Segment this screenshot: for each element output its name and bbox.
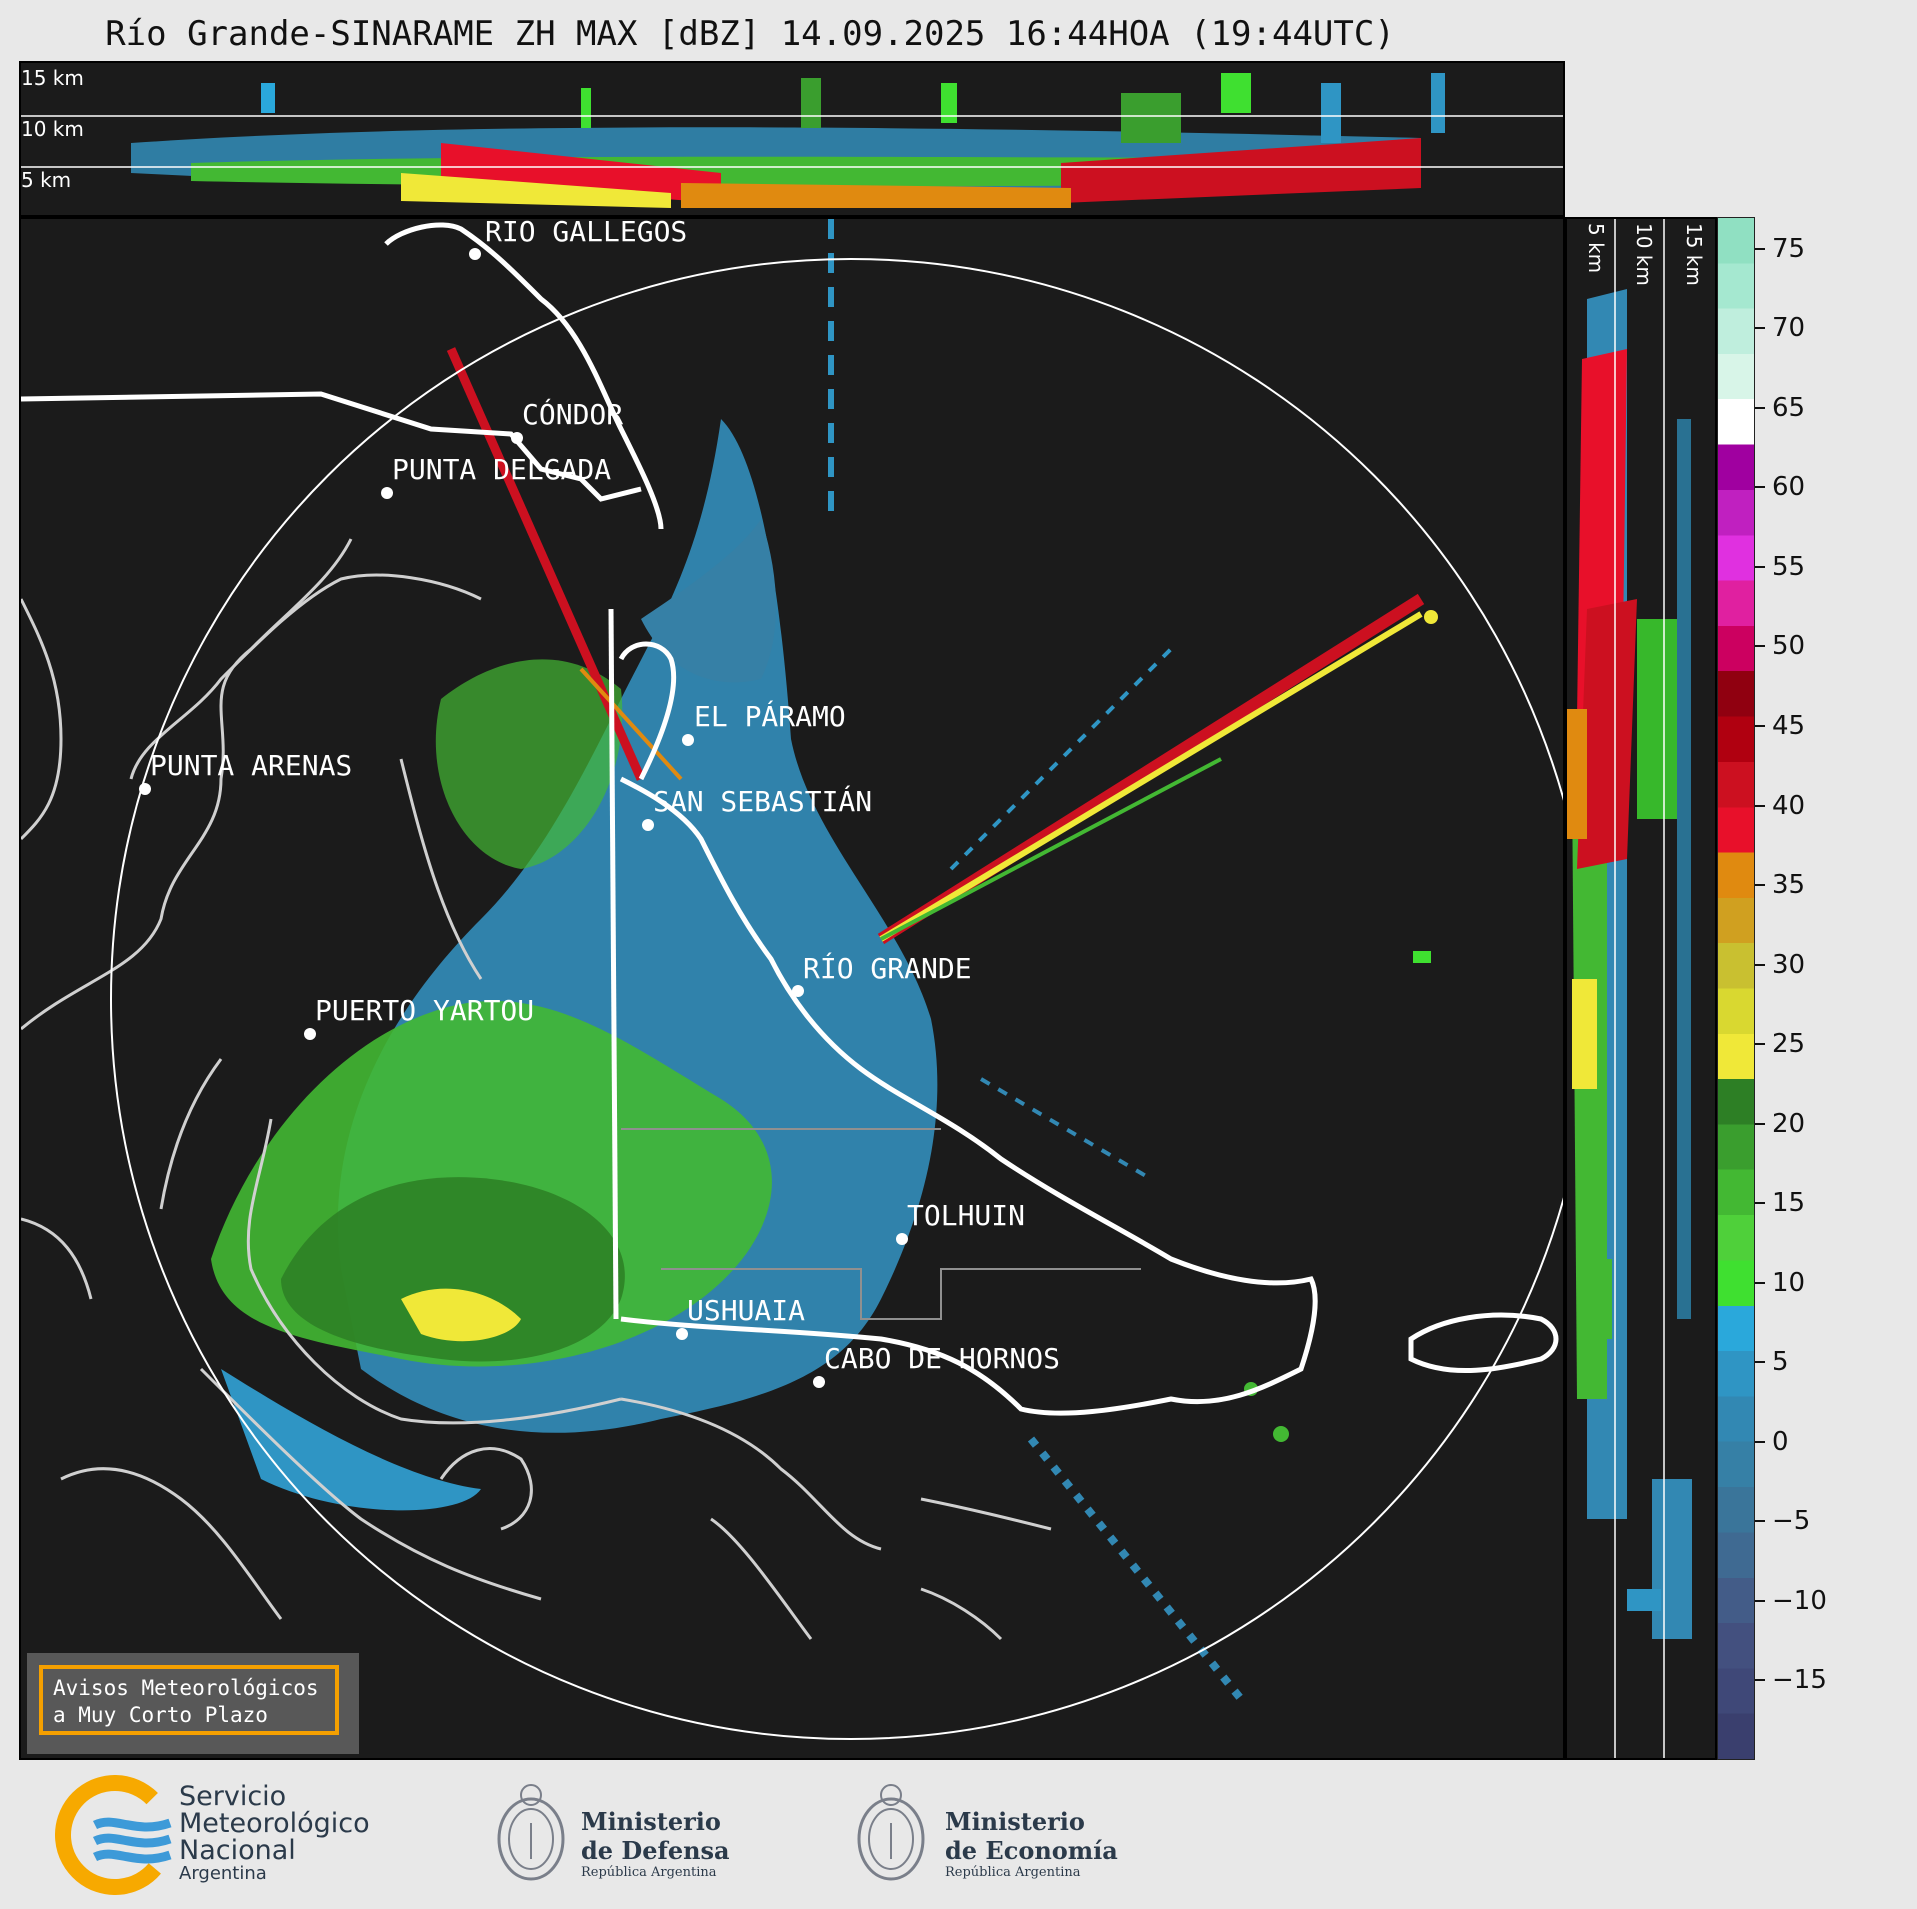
notice-line-2: a Muy Corto Plazo bbox=[53, 1703, 268, 1727]
colorbar-tick-label: 45 bbox=[1772, 711, 1806, 742]
smn-logo: Servicio Meteorológico Nacional Argentin… bbox=[55, 1775, 385, 1895]
coastlines bbox=[21, 538, 1052, 1641]
colorbar-tick bbox=[1755, 645, 1765, 648]
colorbar-tick bbox=[1755, 1599, 1765, 1602]
colorbar-tick bbox=[1755, 327, 1765, 330]
colorbar-tick bbox=[1755, 247, 1765, 250]
city-label-punta-arenas: PUNTA ARENAS bbox=[150, 749, 352, 782]
coat-of-arms-icon bbox=[857, 1784, 925, 1881]
colorbar-tick bbox=[1755, 486, 1765, 489]
defensa-line-2: de Defensa bbox=[581, 1836, 730, 1865]
colorbar-tick bbox=[1755, 1122, 1765, 1125]
range-ring bbox=[110, 258, 1563, 1740]
colorbar-tick-label: 75 bbox=[1772, 233, 1806, 264]
side-altitude-5: 5 km bbox=[1584, 223, 1608, 273]
economia-logo: Ministerio de Economía República Argenti… bbox=[855, 1775, 1135, 1895]
smn-line-1: Servicio bbox=[179, 1781, 287, 1812]
side-altitude-10: 10 km bbox=[1632, 223, 1656, 286]
reflectivity-colorbar bbox=[1717, 217, 1755, 1760]
city-label-condor: CÓNDOR bbox=[522, 397, 623, 431]
colorbar-tick-label: 0 bbox=[1772, 1426, 1789, 1457]
colorbar-tick-label: −10 bbox=[1772, 1585, 1827, 1616]
smn-emblem-icon bbox=[55, 1775, 175, 1895]
colorbar-tick bbox=[1755, 804, 1765, 807]
colorbar-tick-label: 65 bbox=[1772, 392, 1806, 423]
coat-of-arms-icon bbox=[497, 1784, 565, 1881]
city-label-puerto-yartou: PUERTO YARTOU bbox=[315, 994, 534, 1027]
borders bbox=[21, 222, 1559, 1416]
colorbar-tick-label: 20 bbox=[1772, 1108, 1806, 1139]
city-label-tolhuin: TOLHUIN bbox=[907, 1199, 1025, 1232]
colorbar-tick bbox=[1755, 725, 1765, 728]
colorbar-tick bbox=[1755, 1202, 1765, 1205]
colorbar-tick-label: 35 bbox=[1772, 870, 1806, 901]
top-altitude-10: 10 km bbox=[21, 117, 84, 141]
defensa-line-3: República Argentina bbox=[581, 1865, 717, 1880]
notice-line-1: Avisos Meteorológicos bbox=[53, 1676, 319, 1700]
colorbar-tick bbox=[1755, 1361, 1765, 1364]
radar-map: RÍO GALLEGOS CÓNDOR PUNTA DELGADA EL PÁR… bbox=[19, 217, 1565, 1760]
radar-echoes bbox=[211, 219, 1438, 1702]
economia-line-2: de Economía bbox=[945, 1836, 1118, 1865]
side-echo-band bbox=[1567, 289, 1692, 1639]
province-lines bbox=[621, 1128, 1141, 1320]
colorbar-tick bbox=[1755, 565, 1765, 568]
notice-box: Avisos Meteorológicos a Muy Corto Plazo bbox=[27, 1653, 359, 1754]
city-label-san-sebastian: SAN SEBASTIÁN bbox=[653, 784, 872, 818]
colorbar-tick bbox=[1755, 1043, 1765, 1046]
city-label-rio-grande: RÍO GRANDE bbox=[803, 951, 972, 985]
city-label-rio-gallegos: RÍO GALLEGOS bbox=[485, 219, 687, 248]
colorbar-tick-label: 40 bbox=[1772, 790, 1806, 821]
colorbar-tick-label: 30 bbox=[1772, 949, 1806, 980]
defensa-logo: Ministerio de Defensa República Argentin… bbox=[495, 1775, 755, 1895]
city-label-el-paramo: EL PÁRAMO bbox=[694, 699, 846, 733]
defensa-line-1: Ministerio bbox=[581, 1807, 721, 1836]
economia-line-1: Ministerio bbox=[945, 1807, 1085, 1836]
smn-line-3: Nacional bbox=[179, 1835, 296, 1866]
city-label-cabo-de-hornos: CABO DE HORNOS bbox=[824, 1342, 1060, 1375]
economia-line-3: República Argentina bbox=[945, 1865, 1081, 1880]
colorbar-tick bbox=[1755, 884, 1765, 887]
colorbar-tick-label: 5 bbox=[1772, 1347, 1789, 1378]
colorbar-tick-label: 70 bbox=[1772, 313, 1806, 344]
colorbar-tick bbox=[1755, 1679, 1765, 1682]
colorbar-tick bbox=[1755, 963, 1765, 966]
colorbar-tick bbox=[1755, 1440, 1765, 1443]
side-altitude-15: 15 km bbox=[1682, 223, 1706, 286]
colorbar-tick bbox=[1755, 406, 1765, 409]
colorbar-tick-label: 10 bbox=[1772, 1267, 1806, 1298]
smn-line-2: Meteorológico bbox=[179, 1808, 370, 1839]
colorbar-tick-label: −5 bbox=[1772, 1506, 1811, 1537]
colorbar-tick-label: 55 bbox=[1772, 551, 1806, 582]
colorbar-tick bbox=[1755, 1281, 1765, 1284]
top-echo-band bbox=[131, 73, 1445, 208]
city-label-ushuaia: USHUAIA bbox=[687, 1294, 805, 1327]
page-title: Río Grande-SINARAME ZH MAX [dBZ] 14.09.2… bbox=[105, 14, 1395, 54]
colorbar-tick-label: −15 bbox=[1772, 1665, 1827, 1696]
top-cross-section-panel: 15 km 10 km 5 km bbox=[19, 61, 1565, 217]
smn-line-4: Argentina bbox=[179, 1863, 267, 1884]
colorbar-tick bbox=[1755, 1520, 1765, 1523]
side-cross-section-panel: 5 km 10 km 15 km bbox=[1565, 217, 1717, 1760]
colorbar-tick-label: 25 bbox=[1772, 1029, 1806, 1060]
colorbar-tick-label: 60 bbox=[1772, 472, 1806, 503]
top-altitude-15: 15 km bbox=[21, 66, 84, 90]
city-label-punta-delgada: PUNTA DELGADA bbox=[392, 453, 611, 486]
colorbar-tick-label: 15 bbox=[1772, 1188, 1806, 1219]
city-markers bbox=[139, 248, 908, 1388]
top-altitude-5: 5 km bbox=[21, 168, 71, 192]
colorbar-tick-label: 50 bbox=[1772, 631, 1806, 662]
